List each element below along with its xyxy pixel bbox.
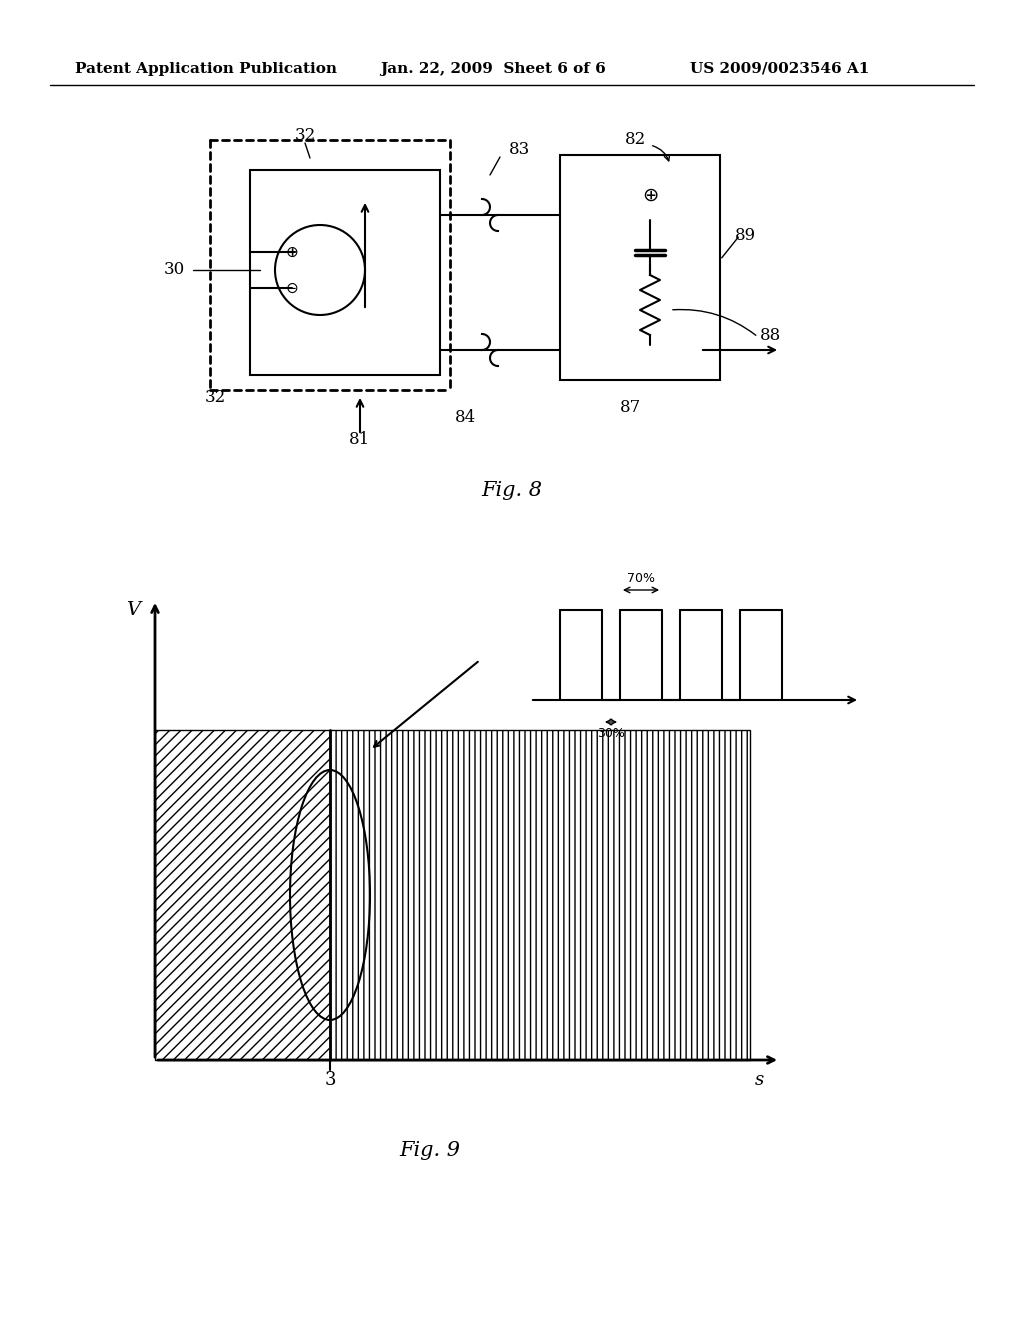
Text: 32: 32	[205, 389, 225, 407]
Text: 88: 88	[760, 326, 781, 343]
Text: ⊕: ⊕	[286, 244, 298, 260]
Text: 30%: 30%	[597, 727, 625, 741]
Text: s: s	[755, 1071, 764, 1089]
Text: 83: 83	[509, 141, 530, 158]
Text: ⊖: ⊖	[286, 281, 298, 296]
Text: US 2009/0023546 A1: US 2009/0023546 A1	[690, 62, 869, 77]
Text: 30: 30	[164, 261, 185, 279]
Text: Patent Application Publication: Patent Application Publication	[75, 62, 337, 77]
Text: 70%: 70%	[627, 572, 655, 585]
Text: 32: 32	[294, 127, 315, 144]
Polygon shape	[330, 730, 750, 1060]
Text: 87: 87	[620, 400, 641, 417]
Text: 89: 89	[735, 227, 756, 243]
Text: 3: 3	[325, 1071, 336, 1089]
Text: +: +	[286, 246, 298, 259]
Text: Fig. 8: Fig. 8	[481, 480, 543, 499]
Text: V: V	[126, 601, 140, 619]
Text: Fig. 9: Fig. 9	[399, 1140, 461, 1159]
Text: 81: 81	[349, 432, 371, 449]
Polygon shape	[155, 730, 330, 1060]
Text: 84: 84	[455, 409, 475, 426]
Text: ⊕: ⊕	[642, 186, 658, 205]
Text: 82: 82	[625, 132, 645, 149]
Text: Jan. 22, 2009  Sheet 6 of 6: Jan. 22, 2009 Sheet 6 of 6	[380, 62, 606, 77]
